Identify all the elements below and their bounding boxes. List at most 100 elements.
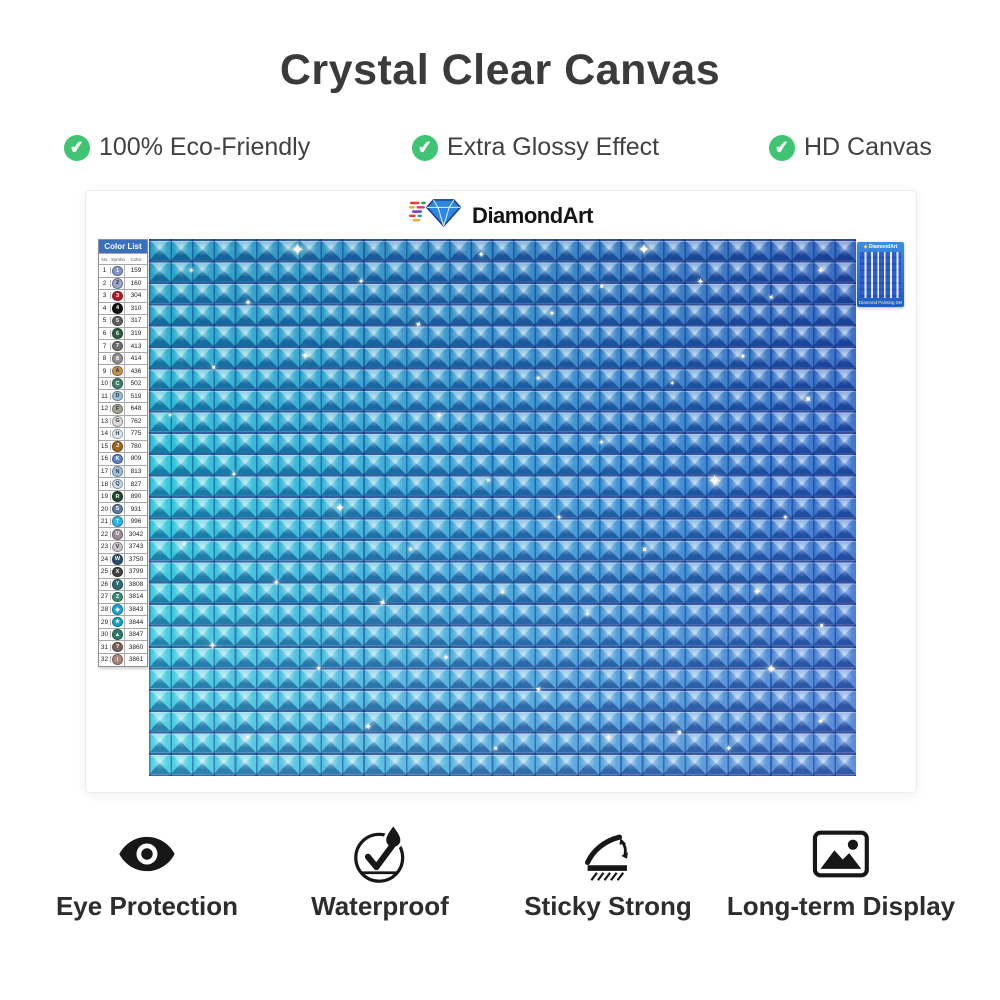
check-icon: ✔: [62, 133, 92, 162]
color-row-symbol-swatch: D: [111, 390, 125, 403]
color-row-symbol-swatch: ▲: [111, 628, 125, 641]
sparkle-glint: ✦: [290, 240, 305, 260]
color-row-code: 3844: [128, 618, 144, 626]
color-list-row: 23 V 3743: [99, 540, 147, 553]
bottom-feature-item: Long-term Display: [727, 822, 955, 922]
color-list-row: 10 C 502: [99, 376, 147, 390]
color-row-code: 319: [130, 330, 142, 337]
color-row-symbol-swatch: 4: [111, 302, 125, 315]
color-row-number: 14: [99, 430, 111, 438]
canvas-grid: ✦ ✦ ✦ ✦ ✦ ✦ ✦ ✦ ✦ ✦ ✦ ✦ ✦ ✦ ✦ ✦ ✦ ✦ ✦ ✦ ✦ ✦ ✦ ✦ ✦ ✦ ✦ ✦ ✦ ✦ ✦ ✦ ✦ ✦ ✦ ✦ ✦ ✦ ✦ ✦…: [149, 239, 856, 776]
color-list-row: 9 A 436: [99, 364, 147, 377]
eye-icon: [56, 822, 238, 886]
color-row-symbol-swatch: J: [111, 440, 125, 453]
color-row-number: 24: [99, 555, 111, 563]
color-row-number: 28: [99, 606, 111, 614]
color-row-symbol-swatch: Z: [111, 591, 125, 603]
sparkle-glint: ✦: [707, 471, 722, 491]
color-list-row: 32/3861: [99, 652, 147, 666]
color-row-number: 19: [99, 493, 111, 501]
sparkle-glint: ✦: [752, 587, 762, 599]
color-row-symbol-swatch: 1: [111, 265, 125, 277]
color-row-code: 3808: [128, 580, 144, 588]
sparkle-glint: ✦: [315, 663, 323, 673]
color-row-symbol-swatch: G: [111, 415, 125, 428]
sparkle-glint: ✦: [816, 265, 825, 276]
color-list-row: 4 4 310: [99, 301, 147, 315]
color-row-code: 3860: [128, 643, 144, 651]
color-row-code: 3843: [128, 606, 144, 614]
color-list-row: 20 S 931: [99, 502, 147, 515]
color-row-number: 2: [99, 279, 111, 287]
package-brand: ◆ DiamondArt: [863, 244, 898, 250]
sparkle-glint: ✦: [626, 675, 633, 683]
brand-logo: DiamondArt: [409, 197, 593, 234]
mini-diamond-icon: ◆: [863, 244, 868, 250]
color-list-row: 11 D 519: [99, 389, 147, 403]
color-list-row: 13 G 762: [99, 414, 147, 428]
color-row-number: 30: [99, 631, 111, 639]
feature-label: Extra Glossy Effect: [447, 133, 660, 161]
sparkle-glint: ✦: [230, 470, 238, 480]
color-row-symbol-swatch: 5: [111, 315, 125, 327]
sparkle-glint: ✦: [483, 474, 494, 486]
color-row-symbol-swatch: Y: [111, 578, 125, 591]
sparkle-glint: ✦: [363, 721, 373, 733]
color-row-code: 827: [130, 480, 142, 488]
sparkle-glint: ✦: [477, 249, 486, 260]
color-row-code: 160: [130, 279, 142, 287]
color-row-code: 3750: [128, 555, 144, 563]
color-list-title: Color List: [99, 240, 147, 253]
sparkle-glint: ✦: [548, 309, 556, 319]
color-list-col-color: Color: [130, 256, 142, 262]
color-row-number: 10: [99, 380, 111, 388]
color-row-code: 996: [130, 518, 142, 526]
color-list-row: 8 8 414: [99, 351, 147, 365]
sparkle-glint: ✦: [637, 241, 651, 259]
color-row-number: 13: [99, 417, 111, 425]
bottom-feature-label: Long-term Display: [726, 891, 956, 921]
sparkle-glint: ✦: [376, 597, 389, 611]
color-row-code: 809: [130, 455, 142, 463]
sparkle-glint: ✦: [533, 372, 543, 384]
color-row-number: 20: [99, 505, 111, 513]
sparkle-glint: ✦: [244, 733, 252, 743]
sparkle-glint: ✦: [532, 683, 544, 696]
sparkle-glint: ✦: [696, 276, 705, 287]
color-row-code: 3814: [128, 593, 144, 601]
color-row-code: 414: [130, 355, 142, 363]
sparkle-glint: ✦: [583, 609, 591, 619]
product-photo: DiamondArt Color List No. Symbol Color 1…: [85, 190, 917, 793]
color-list-row: 30 ▲ 3847: [99, 627, 147, 641]
color-row-number: 8: [99, 355, 111, 363]
color-row-number: 31: [99, 643, 111, 651]
sparkle-glint: ✦: [799, 392, 814, 407]
sparkle-glint: ✦: [407, 545, 414, 555]
color-list-row: 16 K 809: [99, 452, 147, 465]
color-row-symbol-swatch: T: [111, 515, 125, 528]
color-row-number: 9: [99, 367, 111, 375]
color-list-row: 2 2 160: [99, 276, 147, 290]
color-list-header-row: No. Symbol Color: [99, 253, 147, 264]
sparkle-glint: ✦: [739, 352, 747, 362]
color-row-code: 890: [130, 493, 142, 501]
color-row-number: 23: [99, 543, 111, 551]
color-row-symbol-swatch: /: [111, 653, 125, 666]
color-row-code: 317: [130, 317, 142, 325]
color-row-code: 648: [130, 405, 142, 413]
color-list-row: 15 J 780: [99, 439, 147, 453]
color-list-row: 22 U 3042: [99, 527, 147, 541]
color-row-code: 310: [130, 304, 142, 312]
sparkle-glint: ✦: [725, 744, 733, 754]
color-row-symbol-swatch: 2: [111, 277, 125, 290]
color-list-row: 19 R 890: [99, 489, 147, 503]
sparkle-glint: ✦: [817, 717, 824, 727]
color-list-col-symbol: Symbol: [111, 256, 125, 262]
color-row-code: 436: [130, 367, 142, 375]
color-row-symbol-swatch: C: [111, 377, 125, 390]
color-row-symbol-swatch: U: [111, 528, 125, 541]
package-label: Diamond Painting Set: [859, 300, 902, 305]
sparkle-glint: ✦: [499, 588, 506, 598]
color-row-symbol-swatch: N: [111, 465, 125, 478]
color-list-card: Color List No. Symbol Color 1 1 159 2 2 160 3 3…: [98, 239, 148, 667]
